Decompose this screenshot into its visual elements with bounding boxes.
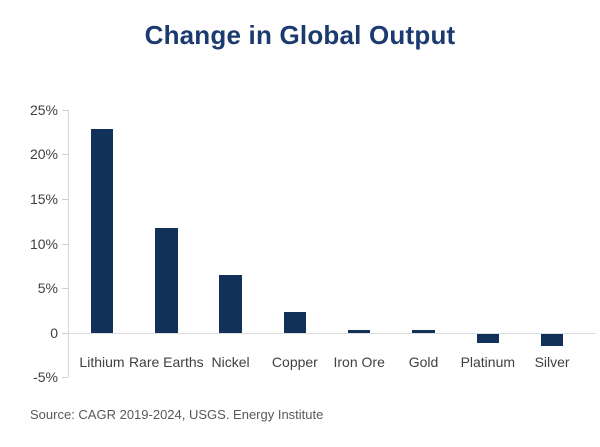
y-tick-mark	[62, 154, 68, 156]
y-tick-label: 10%	[29, 235, 58, 252]
bar-lithium	[90, 129, 114, 333]
y-tick-mark	[62, 377, 68, 379]
x-category-label: Lithium	[79, 354, 125, 370]
y-tick-label: 0	[50, 324, 58, 341]
x-category-label: Iron Ore	[333, 354, 385, 370]
y-tick-mark	[62, 243, 68, 245]
chart-title: Change in Global Output	[144, 20, 456, 50]
bar-rare-earths	[155, 228, 178, 333]
y-tick-mark	[62, 288, 68, 290]
bar-copper	[283, 312, 307, 333]
x-category-label: Gold	[408, 354, 439, 370]
y-tick-label: 15%	[29, 190, 58, 207]
source-note: Source: CAGR 2019-2024, USGS. Energy Ins…	[30, 407, 324, 422]
y-tick-label: 20%	[29, 146, 58, 163]
bar-platinum	[476, 333, 499, 343]
x-category-label: Copper	[271, 354, 318, 370]
zero-baseline	[68, 332, 596, 334]
x-category-label: Nickel	[211, 354, 250, 370]
x-category-label: Platinum	[460, 354, 516, 370]
y-tick-mark	[62, 109, 68, 111]
bar-nickel	[219, 274, 242, 333]
bar-gold	[412, 330, 435, 333]
y-tick-label: 5%	[37, 280, 58, 297]
y-axis-line	[68, 109, 69, 378]
y-tick-label: 25%	[29, 101, 58, 118]
y-tick-mark	[62, 332, 68, 334]
bar-iron-ore	[347, 330, 371, 333]
y-tick-mark	[62, 198, 68, 200]
x-category-label: Silver	[534, 354, 570, 370]
y-tick-label: -5%	[33, 369, 58, 386]
bar-silver	[540, 333, 564, 347]
x-category-label: Rare Earths	[128, 354, 204, 370]
